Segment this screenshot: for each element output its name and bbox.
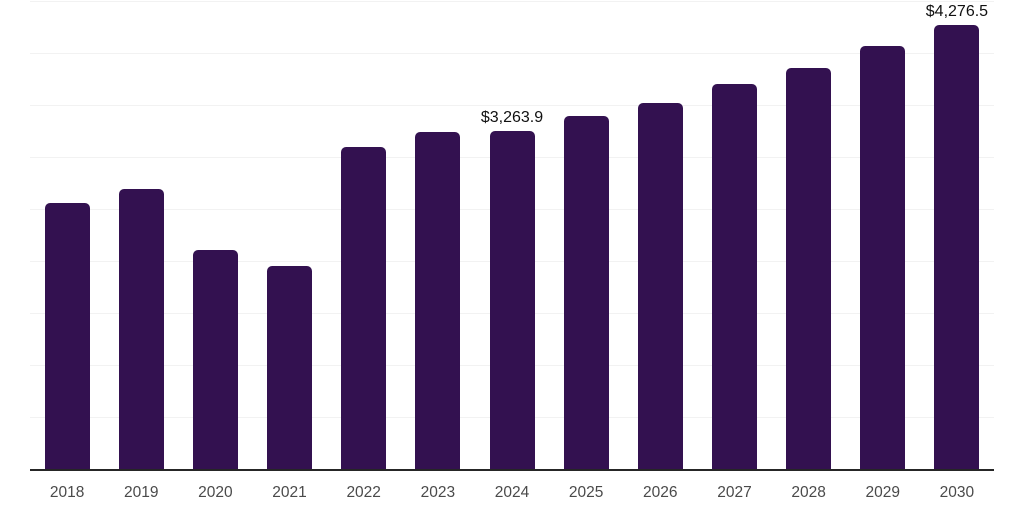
x-axis-line <box>30 469 994 471</box>
bar-2029 <box>860 45 906 470</box>
x-tick-label-2027: 2027 <box>717 484 752 501</box>
x-tick-label-2025: 2025 <box>568 484 604 501</box>
x-tick-label-2020: 2020 <box>198 484 233 501</box>
bar-2027 <box>711 84 757 470</box>
bar-2028 <box>786 67 832 470</box>
bar-2024 <box>489 130 535 470</box>
gridline <box>30 53 994 54</box>
value-label-2030: $4,276.5 <box>925 3 989 21</box>
x-tick-label-2023: 2023 <box>420 484 456 501</box>
bar-2019 <box>118 189 164 470</box>
gridline <box>30 1 994 2</box>
x-tick-label-2019: 2019 <box>123 484 159 501</box>
x-tick-label-2030: 2030 <box>939 484 975 501</box>
bar-2023 <box>415 132 461 470</box>
x-tick-label-2024: 2024 <box>494 484 530 501</box>
value-label-2024: $3,263.9 <box>480 108 544 126</box>
x-tick-label-2026: 2026 <box>643 484 678 501</box>
x-tick-label-2022: 2022 <box>346 484 381 501</box>
gridline <box>30 105 994 106</box>
bar-2026 <box>637 102 683 470</box>
bar-2030 <box>934 25 980 470</box>
x-tick-label-2018: 2018 <box>49 484 85 501</box>
bar-2025 <box>563 116 609 470</box>
x-tick-label-2021: 2021 <box>272 484 307 501</box>
bar-2018 <box>44 202 90 470</box>
x-tick-label-2028: 2028 <box>791 484 826 501</box>
x-tick-label-2029: 2029 <box>865 484 900 501</box>
bar-2020 <box>192 249 238 470</box>
bar-2022 <box>341 146 387 470</box>
bar-2021 <box>267 266 313 470</box>
